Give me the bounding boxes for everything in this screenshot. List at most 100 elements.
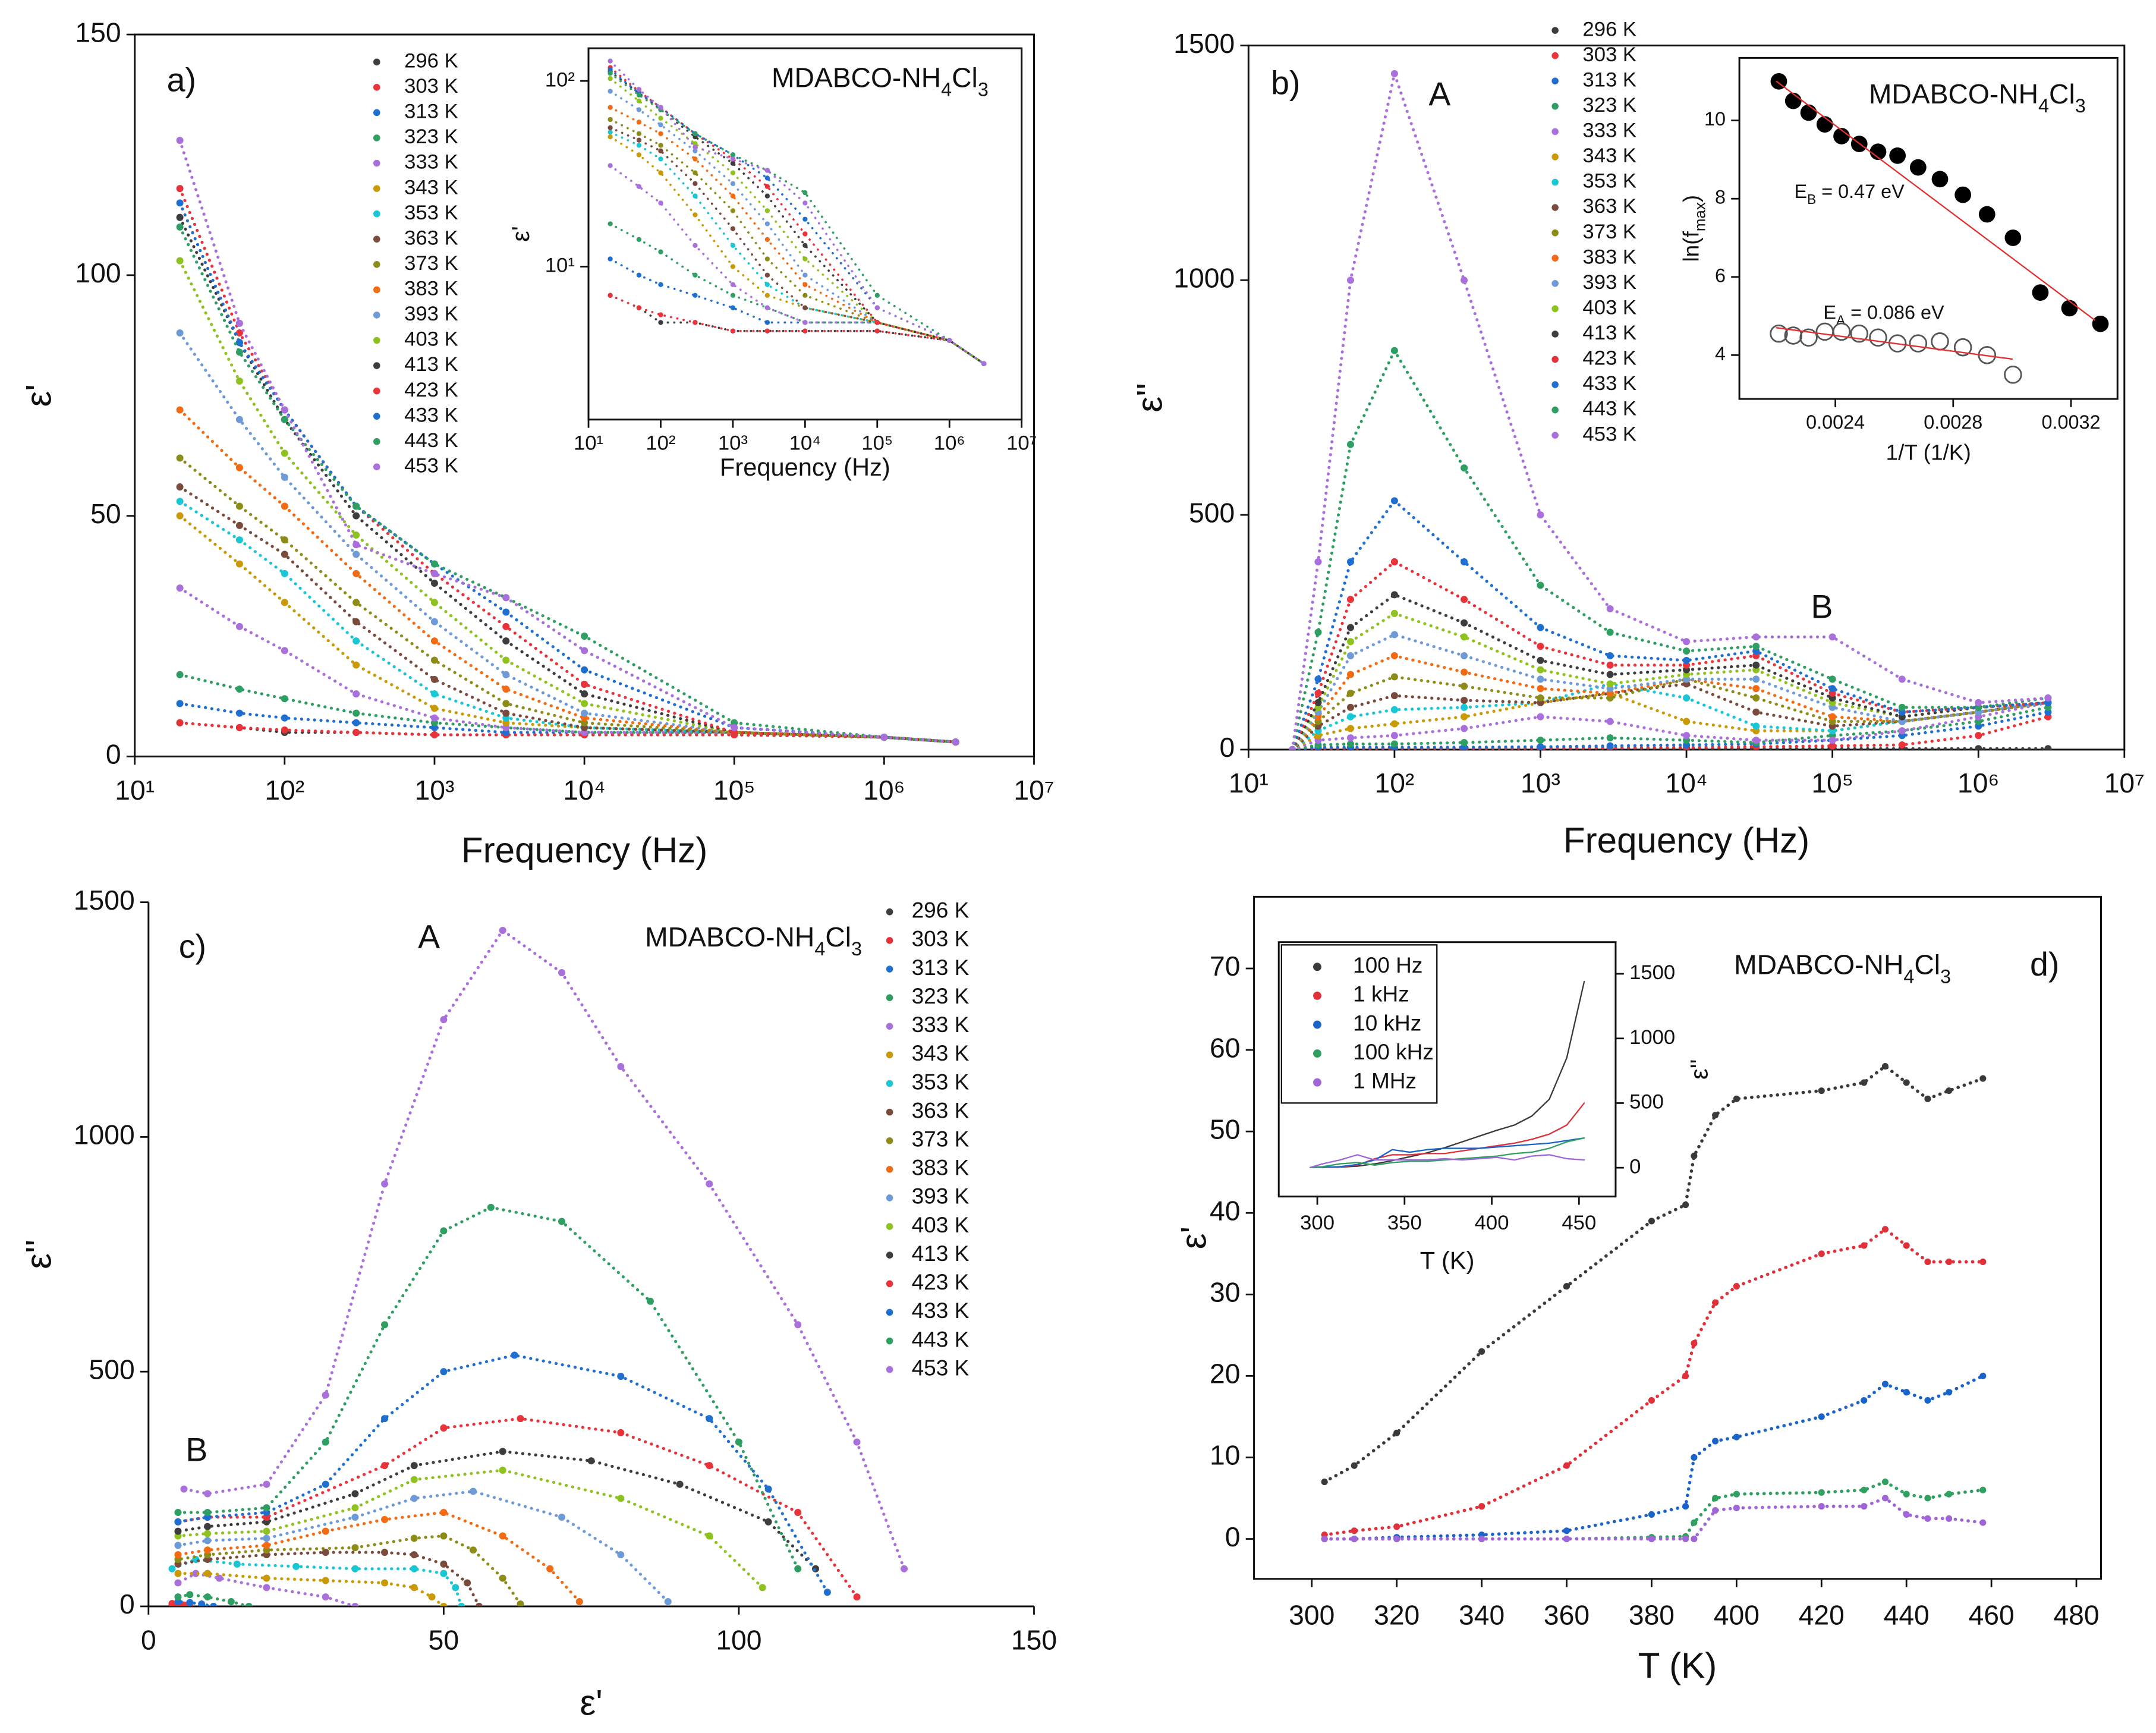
y-tick-label: 10² xyxy=(545,68,575,91)
data-point xyxy=(802,231,808,237)
legend-label: 296 K xyxy=(912,898,970,923)
data-point xyxy=(1461,725,1468,732)
data-point xyxy=(764,256,770,262)
data-point xyxy=(352,531,360,539)
chart-title-part: 3 xyxy=(2075,95,2086,117)
data-point xyxy=(608,117,613,122)
data-point xyxy=(874,328,880,334)
legend-label: 423 K xyxy=(404,379,458,401)
series-trace xyxy=(182,929,906,1571)
data-point xyxy=(1563,1283,1570,1290)
data-point xyxy=(430,690,438,698)
data-point xyxy=(176,584,184,592)
x-tick-label: 460 xyxy=(1969,1600,2015,1631)
data-point xyxy=(281,416,288,423)
data-point xyxy=(1733,1504,1740,1512)
data-point xyxy=(1828,737,1836,744)
data-point xyxy=(235,709,243,717)
data-point xyxy=(263,1480,270,1488)
y-axis-label: ε' xyxy=(1173,1226,1213,1249)
legend-marker xyxy=(373,286,380,294)
data-point xyxy=(1390,609,1398,617)
legend-marker xyxy=(886,1023,893,1030)
x-tick-label: 0.0032 xyxy=(2041,411,2100,433)
data-point xyxy=(880,734,888,741)
chart-title-part: 4 xyxy=(2038,95,2049,117)
data-point xyxy=(2032,284,2049,301)
series-line xyxy=(1310,1154,1585,1168)
data-point xyxy=(1537,694,1544,702)
y2-tick-label: 500 xyxy=(1629,1091,1664,1114)
data-point xyxy=(192,1570,200,1577)
x-tick-label: 10⁵ xyxy=(1811,768,1853,798)
legend-marker xyxy=(373,261,380,268)
legend-marker xyxy=(886,1108,893,1116)
data-point xyxy=(1954,186,1972,203)
chart-title: MDABCO-NH4Cl3 xyxy=(645,921,862,959)
data-point xyxy=(1712,1507,1719,1514)
legend-marker xyxy=(886,965,893,973)
data-point xyxy=(617,1062,625,1070)
y-tick-label: 0 xyxy=(1225,1521,1241,1552)
series-trace xyxy=(1323,1064,1985,1484)
y-tick-label: 500 xyxy=(89,1354,135,1385)
data-point xyxy=(1683,647,1691,655)
data-point xyxy=(1898,675,1906,683)
data-point xyxy=(1979,1258,1987,1266)
data-point xyxy=(322,1480,329,1488)
data-point xyxy=(731,724,738,731)
data-point xyxy=(1800,104,1817,121)
y-tick-label: 40 xyxy=(1210,1195,1240,1226)
data-point xyxy=(802,243,808,249)
data-point xyxy=(1390,652,1398,659)
data-point xyxy=(381,1415,389,1423)
data-point xyxy=(204,1523,212,1530)
data-point xyxy=(676,1480,684,1488)
series-trace xyxy=(609,66,986,365)
data-point xyxy=(1752,708,1760,716)
data-point xyxy=(499,1448,506,1455)
y-tick-label: 10 xyxy=(1210,1440,1240,1471)
chart-title-part: Cl xyxy=(825,921,851,952)
data-point xyxy=(281,726,288,734)
data-point xyxy=(1390,673,1398,681)
data-point xyxy=(587,1457,595,1465)
legend-marker xyxy=(886,994,893,1001)
data-point xyxy=(1390,347,1398,354)
data-point xyxy=(658,122,663,128)
data-point xyxy=(174,1593,182,1601)
legend-marker xyxy=(886,1309,893,1316)
data-point xyxy=(1346,652,1354,659)
data-point xyxy=(281,449,288,457)
data-point xyxy=(235,464,243,471)
data-point xyxy=(1931,171,1949,188)
x-tick-label: 300 xyxy=(1289,1600,1334,1631)
chart-title-part: MDABCO-NH xyxy=(645,921,814,952)
legend-marker xyxy=(886,908,893,916)
data-point xyxy=(381,1549,389,1556)
legend-marker xyxy=(886,937,893,944)
data-point xyxy=(575,1598,583,1606)
data-point xyxy=(1881,1380,1889,1388)
data-point xyxy=(608,130,613,135)
y2-tick-label: 1500 xyxy=(1629,961,1675,984)
series-trace xyxy=(176,1206,800,1571)
data-point xyxy=(440,1016,448,1024)
data-point xyxy=(1390,740,1398,748)
data-point xyxy=(1752,737,1760,744)
data-point xyxy=(693,292,698,298)
panel-label: c) xyxy=(179,928,206,965)
data-point xyxy=(823,1589,831,1596)
data-point xyxy=(730,170,736,175)
annotation: EB = 0.47 eV xyxy=(1795,181,1905,207)
data-point xyxy=(352,551,360,558)
data-point xyxy=(1946,1087,1953,1094)
data-point xyxy=(351,1565,359,1572)
data-point xyxy=(410,1584,418,1592)
legend-label: 313 K xyxy=(912,955,970,980)
legend-label: 433 K xyxy=(404,404,458,426)
data-point xyxy=(1975,699,1982,706)
legend-label: 453 K xyxy=(912,1355,970,1380)
plot-frame xyxy=(1277,941,1617,1198)
data-point xyxy=(1712,1495,1719,1502)
